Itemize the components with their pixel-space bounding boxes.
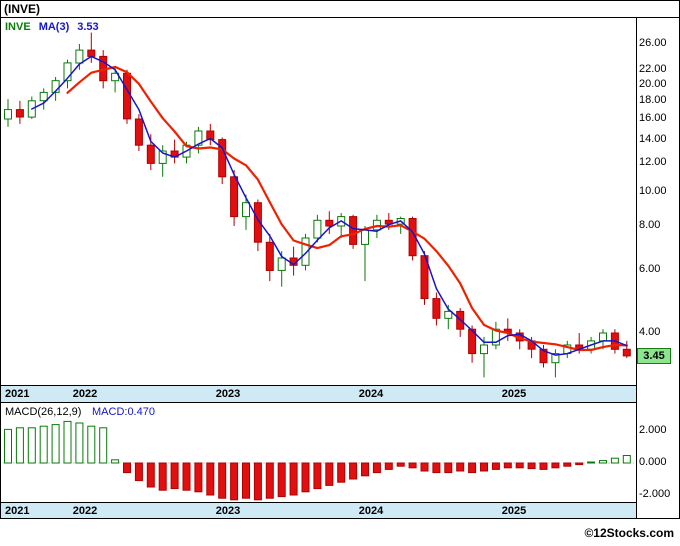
price-axis-label: 26.00 — [639, 37, 667, 49]
year-label: 2021 — [5, 505, 30, 517]
legend-symbol: INVE — [5, 21, 31, 33]
title-divider — [1, 17, 679, 18]
price-axis-label: 18.00 — [639, 94, 667, 106]
axis-separator — [636, 17, 637, 519]
macd-axis-label: 0.000 — [639, 456, 667, 468]
price-legend: INVE MA(3) 3.53 — [5, 21, 99, 33]
macd-value-label: MACD:0.470 — [92, 406, 155, 418]
price-axis-label: 16.00 — [639, 112, 667, 124]
last-price-badge: 3.45 — [637, 348, 671, 364]
macd-plot — [3, 420, 634, 501]
chart-title: (INVE) — [4, 2, 40, 16]
price-axis-label: 20.00 — [639, 78, 667, 90]
date-axis-bottom: 2021 2022 2023 2024 2025 — [1, 502, 636, 519]
year-label: 2022 — [72, 505, 98, 517]
price-plot — [4, 32, 631, 378]
macd-params-label: MACD(26,12,9) — [5, 406, 82, 418]
macd-axis-label: -2.000 — [639, 488, 671, 500]
year-label: 2024 — [358, 388, 384, 400]
price-axis-label: 12.00 — [639, 156, 667, 168]
year-label: 2023 — [215, 505, 241, 517]
price-axis-label: 4.00 — [639, 326, 661, 338]
year-label: 2022 — [72, 388, 98, 400]
year-label: 2023 — [215, 388, 241, 400]
date-axis-top: 2021 2022 2023 2024 2025 — [1, 385, 636, 403]
price-axis-label: 6.00 — [639, 263, 661, 275]
macd-axis-label: 2.000 — [639, 424, 667, 436]
year-label: 2021 — [5, 388, 30, 400]
price-axis-label: 22.00 — [639, 63, 667, 75]
legend-ma-label: MA(3) — [38, 21, 70, 33]
year-label: 2025 — [501, 388, 527, 400]
price-axis-label: 10.00 — [639, 185, 667, 197]
legend-ma-value: 3.53 — [77, 21, 99, 33]
watermark-12stocks: ©12Stocks.com — [584, 526, 674, 540]
price-axis-label: 14.00 — [639, 133, 667, 145]
year-label: 2024 — [358, 505, 384, 517]
price-axis-label: 8.00 — [639, 219, 661, 231]
year-label: 2025 — [501, 505, 527, 517]
